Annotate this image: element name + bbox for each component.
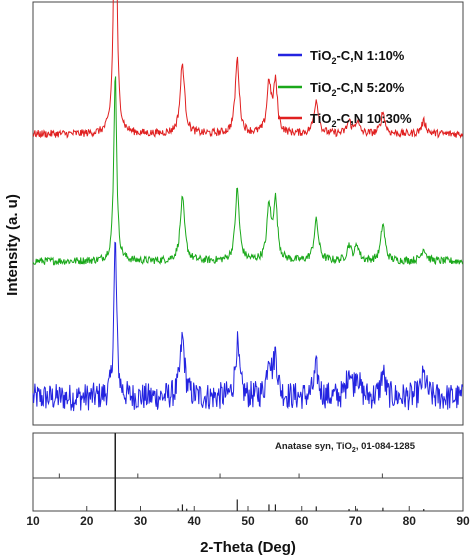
x-tick-label: 60 [295,514,309,528]
legend-label-3: TiO2-C,N 10:30% [310,111,412,129]
y-axis-title: Intensity (a. u) [4,194,21,296]
reference-sticks [58,433,425,511]
x-axis-title: 2-Theta (Deg) [200,539,296,556]
x-tick-label: 70 [349,514,363,528]
x-tick-label: 20 [80,514,94,528]
x-tick-label: 50 [241,514,255,528]
x-tick-label: 80 [403,514,417,528]
x-tick-label: 90 [456,514,470,528]
reference-label: Anatase syn, TiO2, 01-084-1285 [275,441,416,454]
series-layer [32,0,464,412]
x-tick-label: 40 [188,514,202,528]
main-plot-frame [32,1,464,426]
series-line-1 [32,241,464,412]
x-axis-ticks: 10 20 30 40 50 60 70 80 90 [26,506,470,528]
legend-entry-2: TiO2-C,N 5:20% [278,80,405,98]
series-line-2 [32,76,464,266]
legend-entry-3: TiO2-C,N 10:30% [278,111,412,129]
x-tick-label: 10 [26,514,40,528]
legend-label-2: TiO2-C,N 5:20% [310,80,405,98]
legend-label-1: TiO2-C,N 1:10% [310,48,405,66]
legend: TiO2-C,N 1:10% TiO2-C,N 5:20% TiO2-C,N 1… [278,48,412,129]
series-line-3 [32,0,464,139]
x-tick-label: 30 [134,514,148,528]
legend-entry-1: TiO2-C,N 1:10% [278,48,405,66]
